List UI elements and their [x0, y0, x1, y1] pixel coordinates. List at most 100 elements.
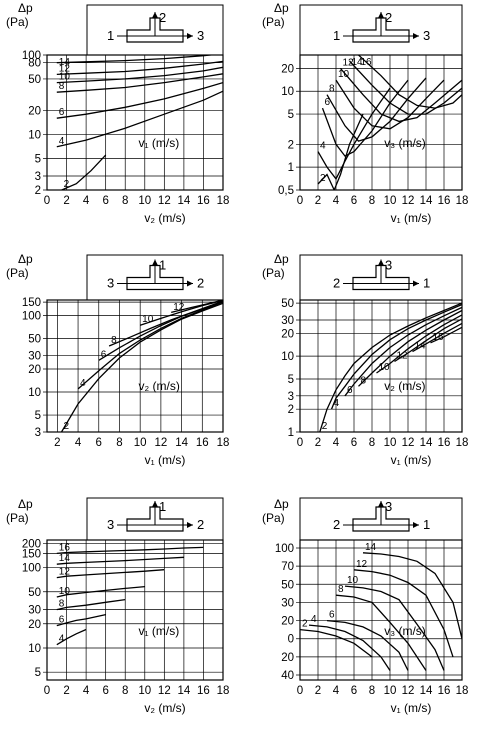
- y-axis-label: Δp: [18, 252, 33, 266]
- y-tick-label: 40: [281, 670, 294, 682]
- curve-label: 4: [334, 398, 340, 409]
- curve-label: 12: [397, 351, 409, 362]
- inlet-label: 3: [107, 276, 114, 291]
- y-axis-label: Δp: [274, 497, 289, 511]
- y-tick-label: 30: [28, 605, 41, 617]
- curve-label: 4: [320, 141, 326, 152]
- series-curve: [344, 306, 462, 397]
- y-tick-label: 70: [281, 561, 294, 573]
- series-curve: [358, 55, 462, 109]
- x-tick-label: 6: [351, 685, 357, 697]
- y-tick-label: 20: [281, 328, 294, 340]
- x-tick-label: 4: [83, 195, 90, 207]
- x-tick-label: 8: [369, 437, 375, 449]
- inlet-label: 1: [333, 28, 340, 43]
- x-tick-label: 0: [297, 685, 303, 697]
- series-curve: [317, 113, 364, 190]
- series-curve: [326, 619, 409, 671]
- y-tick-label: 10: [28, 643, 41, 655]
- x-tick-label: 4: [333, 195, 340, 207]
- curve-label: 14: [59, 553, 71, 564]
- y-tick-label: 30: [281, 597, 294, 609]
- x-tick-label: 6: [102, 685, 108, 697]
- series-curve: [56, 90, 223, 148]
- curve-label: 10: [59, 72, 71, 83]
- x-tick-label: 18: [456, 195, 469, 207]
- curve-label: 12: [59, 63, 71, 74]
- y-axis-label: Δp: [274, 1, 289, 15]
- x-tick-label: 16: [197, 195, 210, 207]
- tee-junction-icon: 3 2 1: [107, 499, 204, 532]
- y-tick-label: 80: [28, 58, 41, 70]
- curve-label: 10: [142, 314, 154, 325]
- x-tick-label: 8: [369, 195, 375, 207]
- x-tick-label: 18: [217, 685, 230, 697]
- y-tick-label: 5: [35, 667, 41, 679]
- series-curve: [56, 60, 223, 76]
- y-tick-label: 2: [288, 404, 294, 416]
- x-tick-label: 0: [297, 437, 303, 449]
- x-tick-label: 14: [177, 195, 190, 207]
- series-curve: [300, 628, 373, 658]
- y-axis-unit: (Pa): [262, 15, 285, 29]
- x-tick-label: 4: [333, 437, 340, 449]
- x-tick-label: 0: [297, 195, 303, 207]
- series-curve: [412, 322, 462, 353]
- curve-label: 8: [329, 84, 335, 95]
- y-tick-label: 0: [288, 634, 294, 646]
- arrow-head-icon: [187, 280, 193, 287]
- y-tick-label: 100: [22, 50, 41, 62]
- y-tick-label: 100: [22, 311, 41, 323]
- y-tick-label: 10: [28, 387, 41, 399]
- y-tick-label: 1: [288, 162, 294, 174]
- x-tick-label: 0: [44, 195, 50, 207]
- curve-label: 8: [111, 335, 117, 346]
- y-axis-unit: (Pa): [262, 511, 285, 525]
- curve-label: 14: [352, 57, 364, 68]
- outlet-label: 2: [197, 517, 204, 532]
- x-tick-label: 18: [217, 437, 230, 449]
- curve-label: 14: [59, 57, 71, 68]
- curve-label: 4: [311, 614, 317, 625]
- x-tick-label: 2: [315, 437, 321, 449]
- y-tick-label: 10: [28, 129, 41, 141]
- series-curve: [430, 326, 462, 344]
- tee-outline: [352, 506, 410, 532]
- curve-label: 6: [59, 615, 65, 626]
- arrow-head-icon: [413, 33, 419, 39]
- x-tick-label: 8: [369, 685, 375, 697]
- branch-label: 3: [385, 499, 392, 514]
- y-tick-label: 3: [35, 171, 41, 183]
- x-tick-label: 10: [138, 195, 151, 207]
- series-curve: [56, 613, 106, 627]
- arrow-head-icon: [378, 259, 384, 266]
- series-curve: [56, 73, 223, 93]
- x-tick-label: 12: [402, 685, 415, 697]
- y-tick-label: 5: [35, 410, 41, 422]
- y-tick-label: 3: [288, 391, 294, 403]
- series-curve: [56, 628, 87, 646]
- y-tick-label: 50: [28, 74, 41, 86]
- y-axis-label: Δp: [18, 1, 33, 15]
- y-tick-label: 20: [28, 619, 41, 631]
- y-tick-label: 150: [22, 548, 41, 560]
- x-tick-label: 14: [177, 685, 190, 697]
- curve-label: 2: [322, 421, 328, 432]
- x-tick-label: 10: [384, 437, 397, 449]
- series-curve: [362, 552, 462, 639]
- curve-label: 12: [343, 57, 355, 68]
- branch-label: 2: [159, 10, 166, 25]
- series-curve: [349, 60, 462, 115]
- series-curve: [376, 314, 462, 374]
- series-parameter-label: v₁ (m/s): [139, 624, 180, 638]
- y-axis-unit: (Pa): [6, 511, 29, 525]
- y-tick-label: 10: [281, 86, 294, 98]
- series-curve: [108, 300, 223, 347]
- curve-label: 8: [338, 584, 344, 595]
- x-axis-label: v₁ (m/s): [391, 211, 432, 225]
- outlet-label: 3: [197, 28, 204, 43]
- y-tick-label: 20: [28, 364, 41, 376]
